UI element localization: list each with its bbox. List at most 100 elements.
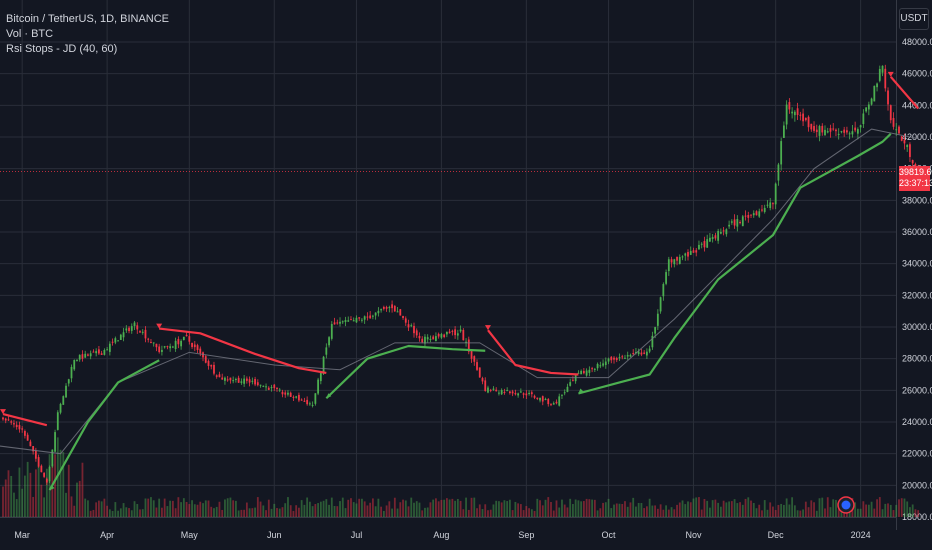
candle-body (602, 363, 604, 366)
volume-bar (859, 508, 862, 517)
candle-body (48, 466, 51, 482)
candle-body (813, 126, 815, 131)
volume-bar (207, 500, 210, 517)
candle-body (289, 392, 292, 397)
volume-bar (607, 498, 610, 517)
candle-body (150, 341, 152, 343)
candle-body (481, 378, 484, 382)
volume-bar (139, 509, 141, 517)
x-tick-label: Apr (100, 530, 114, 540)
volume-bar (511, 510, 514, 517)
volume-bar (618, 503, 621, 517)
candle-body (599, 365, 602, 367)
candle-body (755, 211, 758, 216)
volume-bar (478, 504, 481, 517)
indicator-label[interactable]: Rsi Stops - JD (40, 60) (6, 43, 118, 55)
candle-body (478, 367, 481, 378)
candle-body (802, 113, 804, 122)
volume-bar (709, 507, 711, 517)
volume-bar (867, 504, 870, 517)
volume-bar (473, 497, 476, 517)
candle-body (607, 358, 610, 362)
candle-body (703, 241, 706, 248)
candle-body (256, 382, 259, 386)
candle-body (684, 253, 687, 256)
candle-body (355, 317, 358, 323)
stop-flip-marker (0, 409, 6, 415)
candle-body (4, 418, 7, 421)
volume-bar (152, 500, 155, 517)
volume-bar (604, 502, 607, 517)
volume-bar (791, 497, 794, 517)
volume-bar (193, 504, 196, 517)
candle-body (799, 114, 802, 116)
volume-bar (21, 488, 24, 517)
volume-bar (651, 505, 654, 517)
stop-line-up (325, 344, 486, 400)
candle-body (67, 379, 70, 384)
volume-bar (278, 508, 281, 517)
volume-bar (133, 501, 136, 517)
volume-bar (317, 503, 319, 517)
candle-body (174, 340, 177, 350)
volume-bar (70, 496, 73, 517)
volume-bar (539, 500, 541, 517)
volume-bar (744, 498, 747, 517)
volume-label[interactable]: Vol · BTC (6, 28, 54, 40)
volume-bar (259, 501, 262, 517)
candle-body (330, 324, 333, 339)
candle-body (339, 321, 341, 324)
candle-body (467, 339, 470, 352)
symbol-label[interactable]: Bitcoin / TetherUS, 1D, BINANCE (6, 13, 170, 25)
currency-button[interactable]: USDT (899, 8, 929, 30)
volume-bar (676, 504, 678, 517)
candle-body (166, 346, 169, 348)
volume-bar (29, 472, 32, 517)
candle-body (270, 387, 273, 389)
volume-bar (451, 498, 454, 517)
candle-body (665, 272, 667, 284)
candle-body (350, 319, 352, 321)
candle-body (596, 363, 599, 369)
candle-body (374, 312, 377, 316)
candle-body (818, 126, 821, 136)
candle-body (426, 337, 429, 340)
stop-line-down (2, 413, 48, 427)
volume-bar (443, 499, 446, 517)
candle-body (741, 216, 744, 227)
volume-bar (632, 497, 635, 517)
volume-bar (459, 500, 462, 517)
volume-bar (325, 499, 328, 517)
volume-bar (799, 510, 802, 517)
candle-body (347, 320, 350, 322)
volume-bar (87, 500, 89, 517)
candle-body (322, 356, 325, 374)
candle-body (643, 352, 646, 354)
volume-bar (254, 507, 256, 517)
volume-bar (810, 500, 813, 517)
candle-body (393, 305, 396, 312)
volume-bar (914, 509, 917, 517)
candle-body (421, 338, 424, 343)
volume-bar (706, 500, 709, 517)
volume-bar (725, 502, 728, 517)
volume-bar (215, 506, 218, 517)
volume-bar (656, 508, 659, 517)
volume-bar (804, 501, 807, 517)
candle-body (459, 329, 462, 332)
stop-flip-marker (578, 388, 584, 394)
candle-body (530, 392, 533, 395)
volume-bar (125, 507, 128, 517)
volume-bar (287, 497, 289, 517)
volume-bar (733, 499, 736, 517)
candle-body (772, 203, 774, 205)
candle-body (495, 389, 498, 392)
candle-body (152, 342, 155, 344)
candle-body (7, 419, 10, 421)
candle-body (287, 392, 289, 395)
candle-body (783, 125, 785, 138)
candle-body (574, 375, 577, 382)
y-tick-label: 18000.00 (902, 512, 932, 522)
volume-bar (95, 502, 98, 517)
